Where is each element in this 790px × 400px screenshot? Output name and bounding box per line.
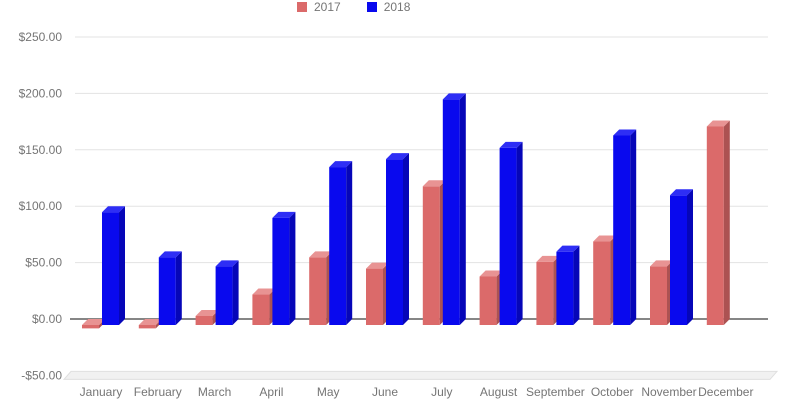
y-axis-tick-label: $200.00 (19, 86, 63, 100)
bar-2017-july-front[interactable] (422, 186, 440, 325)
bar-2018-april-side[interactable] (289, 211, 296, 325)
bar-2018-january-front[interactable] (102, 212, 119, 325)
x-axis-label-february: February (134, 385, 182, 399)
x-axis-label-november: November (641, 385, 696, 399)
legend-swatch-2018 (366, 1, 377, 12)
bar-2017-april-top[interactable] (252, 288, 276, 295)
bar-2018-may-front[interactable] (329, 167, 347, 325)
x-axis-label-may: May (317, 385, 340, 399)
bar-2017-may-front[interactable] (309, 257, 327, 325)
legend-item-2018: 2018 (366, 0, 411, 14)
bar-2018-february-side[interactable] (175, 251, 182, 325)
bar-2017-december-front[interactable] (706, 126, 724, 325)
bar-2018-march-front[interactable] (215, 266, 233, 325)
x-axis-label-april: April (259, 385, 283, 399)
bar-2017-february-front[interactable] (138, 325, 156, 329)
bar-2017-june-top[interactable] (366, 262, 389, 269)
y-axis-tick-label: $0.00 (32, 312, 62, 326)
bar-2017-november-top[interactable] (650, 260, 673, 267)
bar-2017-june-front[interactable] (366, 268, 383, 325)
bar-2018-june-side[interactable] (403, 153, 409, 325)
bar-2018-october-front[interactable] (613, 135, 631, 325)
bar-2017-may-top[interactable] (309, 251, 333, 258)
chart-floor (62, 370, 779, 380)
bar-2017-december-side[interactable] (723, 120, 730, 325)
bar-2017-march-top[interactable] (195, 309, 219, 316)
bar-2017-october-top[interactable] (593, 235, 617, 242)
y-axis-tick-label: $100.00 (19, 199, 63, 213)
bar-2018-september-side[interactable] (573, 245, 580, 325)
bar-2018-june-front[interactable] (386, 159, 403, 325)
bar-2017-february-top[interactable] (138, 319, 162, 325)
bar-2018-july-top[interactable] (442, 93, 466, 100)
x-axis-label-june: June (372, 385, 398, 399)
bar-2018-may-side[interactable] (346, 161, 353, 325)
bar-2017-december-top[interactable] (706, 120, 730, 127)
legend-label: 2018 (383, 0, 411, 14)
x-axis-label-september: September (526, 385, 585, 399)
bar-2017-march-front[interactable] (195, 315, 213, 325)
bar-2018-july-front[interactable] (442, 99, 460, 326)
bar-2018-april-front[interactable] (272, 217, 290, 325)
bar-2018-november-side[interactable] (687, 189, 693, 325)
bar-2017-august-top[interactable] (479, 270, 503, 277)
bar-2017-october-front[interactable] (593, 241, 611, 325)
bar-2018-october-side[interactable] (630, 129, 637, 325)
bar-2018-january-side[interactable] (119, 206, 125, 325)
y-axis-tick-label: $150.00 (19, 143, 63, 157)
y-axis-tick-label: $250.00 (19, 30, 63, 44)
x-axis-label-july: July (431, 385, 452, 399)
bar-2018-august-side[interactable] (516, 141, 523, 325)
bar-2018-may-top[interactable] (329, 161, 353, 168)
bar-2018-march-top[interactable] (215, 260, 239, 267)
chart-legend: 2017 2018 (297, 0, 410, 13)
x-axis-label-october: October (591, 385, 634, 399)
bar-2018-november-front[interactable] (670, 195, 687, 325)
bar-2017-november-front[interactable] (650, 266, 667, 325)
bar-2017-april-front[interactable] (252, 294, 270, 325)
x-axis-label-december: December (698, 385, 753, 399)
x-axis-label-march: March (198, 385, 231, 399)
bar-2018-january-top[interactable] (102, 206, 125, 213)
bar-2017-august-front[interactable] (479, 276, 497, 325)
legend-swatch-2017 (297, 1, 307, 12)
y-axis-tick-label: -$50.00 (21, 368, 62, 382)
bar-2018-march-side[interactable] (232, 260, 239, 325)
bar-2017-september-top[interactable] (536, 255, 560, 262)
bar-2018-july-side[interactable] (459, 93, 466, 326)
bar-2018-september-top[interactable] (556, 245, 580, 252)
bar-2018-october-top[interactable] (613, 129, 637, 136)
legend-item-2017: 2017 (297, 1, 341, 13)
y-axis-tick-label: $50.00 (25, 256, 62, 270)
bar-2018-november-top[interactable] (670, 189, 693, 196)
legend-label: 2017 (314, 0, 341, 14)
bar-2018-february-top[interactable] (158, 251, 182, 258)
bar-2018-august-top[interactable] (499, 141, 523, 148)
bar-2017-july-top[interactable] (422, 180, 446, 187)
bar-2017-january-top[interactable] (82, 319, 105, 325)
bar-2017-september-front[interactable] (536, 261, 554, 325)
bar-2018-september-front[interactable] (556, 251, 574, 325)
bar-2018-august-front[interactable] (499, 147, 517, 325)
bar-2018-april-top[interactable] (272, 211, 296, 218)
bar-2018-february-front[interactable] (158, 257, 176, 325)
x-axis-label-january: January (80, 385, 123, 399)
x-axis-label-august: August (480, 385, 518, 399)
bar-2017-january-front[interactable] (82, 325, 99, 329)
bar-2018-june-top[interactable] (386, 153, 409, 160)
